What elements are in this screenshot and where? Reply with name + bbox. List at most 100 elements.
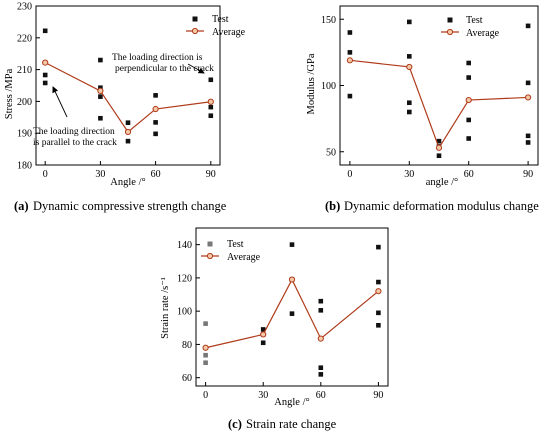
chart-a-ytick-label: 220	[17, 33, 32, 44]
chart-a-caption-text: Dynamic compressive strength change	[33, 199, 227, 213]
chart-a-test-point	[153, 93, 158, 98]
annotation-perpendicular-arrow	[187, 63, 205, 74]
chart-c-ytick-label: 140	[177, 240, 192, 251]
chart-b: 0 30 60 90 50 100 150 Modulus /GPa angle /° Te…	[306, 5, 539, 213]
chart-a-xtick-label: 90	[206, 169, 216, 180]
chart-b-test-point	[525, 80, 531, 86]
chart-a-test-point	[42, 72, 48, 78]
chart-c-legend-average-marker	[206, 252, 214, 260]
chart-b-test-point	[407, 100, 412, 106]
chart-c-xtick-label: 30	[258, 390, 268, 401]
chart-b-xtick-label: 30	[404, 169, 414, 180]
chart-a-test-point	[42, 28, 48, 34]
chart-c-test-point	[203, 360, 208, 366]
chart-c-plot-area: 0 30 60 90 60 80 100 120 140	[177, 227, 389, 401]
chart-b-average-point	[346, 57, 353, 64]
chart-b-test-point	[466, 117, 471, 123]
chart-a-test-point	[98, 94, 103, 99]
chart-c-test-point	[289, 242, 295, 247]
chart-a-ytick-label: 210	[17, 65, 32, 76]
chart-a-test-point	[153, 120, 158, 125]
chart-a-test-point	[98, 57, 103, 63]
chart-a-test-point	[208, 113, 214, 119]
chart-c-legend-test-label: Test	[227, 239, 244, 250]
chart-c-xtick-label: 60	[316, 390, 326, 401]
chart-c-legend: Test Average	[201, 239, 261, 263]
chart-a-test-point	[153, 131, 158, 137]
chart-c-frame	[195, 227, 389, 387]
chart-a-ylabel: Stress /MPa	[4, 68, 15, 119]
chart-c-test-point	[376, 279, 381, 285]
chart-b-xtick-label: 60	[464, 169, 474, 180]
chart-b-test-point	[525, 140, 531, 145]
chart-a-average-point	[97, 87, 104, 95]
chart-c-caption-text: Strain rate change	[246, 417, 337, 431]
chart-a-test-point	[125, 120, 131, 126]
chart-a-legend-average-marker	[191, 27, 199, 35]
chart-b-test-point	[407, 19, 412, 25]
chart-b-test-point	[347, 93, 353, 99]
chart-c-test-point	[260, 327, 266, 332]
chart-a-ytick-label: 190	[17, 129, 32, 140]
annotation-perpendicular-line-1: The loading direction is	[112, 53, 203, 63]
chart-c-ytick-label: 120	[177, 273, 192, 284]
chart-b-plot-area: 0 30 60 90 50 100 150	[321, 5, 539, 180]
chart-c-average-point	[317, 335, 324, 342]
chart-c-test-point	[260, 340, 266, 346]
chart-b-average-point	[406, 63, 413, 71]
chart-a-xlabel: Angle /°	[110, 177, 145, 188]
chart-a-plot-area: 0 30 60 90 180 190 200 210 220 230	[17, 2, 221, 180]
chart-a-average-point	[152, 105, 159, 113]
chart-b-test-point	[347, 50, 353, 55]
chart-c-xlabel: Angle /°	[274, 397, 309, 408]
chart-c-test-point	[203, 321, 208, 326]
chart-a-legend: Test Average	[186, 14, 246, 38]
chart-b-xlabel: angle /°	[426, 177, 458, 188]
chart-b-test-point	[525, 23, 531, 29]
chart-c-ytick-label: 60	[182, 373, 192, 384]
chart-b-test-point	[347, 30, 353, 35]
chart-b-test-point	[436, 138, 442, 144]
chart-a-legend-test-marker	[192, 16, 198, 22]
chart-c-test-point	[376, 310, 381, 316]
chart-c-ytick-label: 100	[177, 307, 192, 318]
chart-b-xtick-label: 90	[523, 169, 533, 180]
chart-a-ytick-label: 230	[17, 2, 32, 13]
chart-b-ytick-label: 50	[326, 147, 336, 158]
chart-c-test-point	[289, 311, 295, 316]
chart-c-legend-test-marker	[207, 241, 213, 247]
annotation-perpendicular-line-2: perpendicular to the crack	[115, 64, 214, 74]
chart-a-test-point	[208, 77, 214, 83]
chart-c-test-point	[203, 352, 208, 358]
chart-c-test-point	[318, 372, 324, 377]
chart-c-xtick-label: 0	[203, 390, 208, 401]
chart-a-average-point	[207, 98, 214, 105]
chart-b-caption-label: (b)	[325, 199, 340, 213]
chart-b-test-point	[525, 133, 531, 139]
chart-b-ytick-label: 100	[321, 81, 336, 92]
chart-a-legend-test-label: Test	[212, 14, 229, 25]
chart-b-ytick-label: 150	[321, 15, 336, 26]
chart-c-average-point	[260, 331, 267, 338]
chart-a-test-point	[98, 115, 103, 121]
chart-c-test-point	[318, 365, 324, 371]
chart-c-caption-label: (c)	[228, 417, 242, 431]
chart-a-ytick-label: 200	[17, 97, 32, 108]
chart-c-test-point	[318, 298, 324, 304]
chart-b-test-point	[407, 109, 412, 115]
chart-c-average-point	[202, 344, 209, 351]
chart-b-test-point	[466, 75, 471, 80]
chart-c-test-point	[318, 308, 324, 313]
chart-b-test-point	[466, 60, 471, 66]
chart-b-average-point	[435, 144, 443, 151]
chart-a-test-point	[42, 80, 48, 86]
chart-b-legend-test-marker	[447, 17, 453, 23]
chart-b-average-point	[465, 96, 472, 104]
chart-b-legend: Test Average	[441, 15, 500, 39]
chart-c-test-point	[376, 244, 381, 250]
chart-a-average-point	[42, 59, 49, 66]
chart-a-xtick-label: 0	[43, 169, 48, 180]
annotation-parallel-line-2: is parallel to the crack	[33, 138, 117, 148]
chart-b-legend-average-label: Average	[466, 28, 500, 39]
